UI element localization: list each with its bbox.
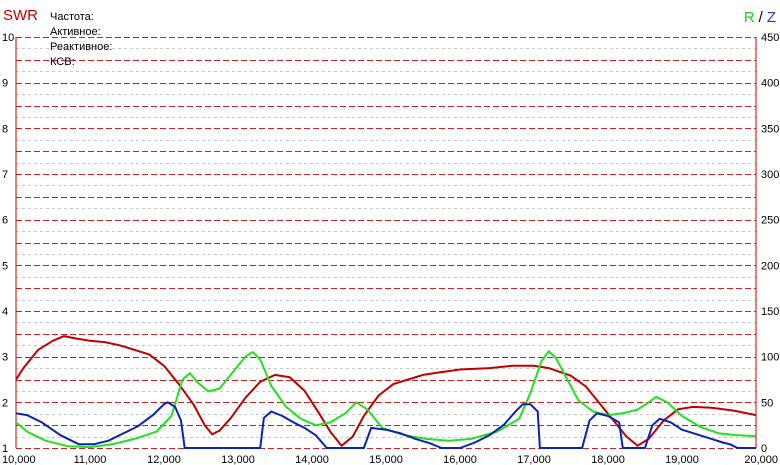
series-line-z bbox=[15, 401, 756, 449]
x-tick-label: 10,000 bbox=[2, 454, 36, 465]
left-tick-label: 10 bbox=[2, 32, 14, 44]
x-tick-label: 18,000 bbox=[591, 454, 625, 465]
left-tick-label: 4 bbox=[2, 306, 8, 318]
x-tick-labels: 10,000 11,000 12,000 13,000 14,000 15,000 16,0… bbox=[2, 454, 778, 465]
x-tick-label: 20,000 bbox=[744, 454, 778, 465]
left-tick-label: 3 bbox=[2, 352, 8, 364]
x-tick-label: 19,000 bbox=[665, 454, 699, 465]
right-tick-label: 300 bbox=[761, 169, 779, 181]
right-tick-label: 0 bbox=[761, 443, 767, 455]
left-tick-label: 9 bbox=[2, 78, 8, 90]
x-tick-label: 11,000 bbox=[74, 454, 107, 465]
right-tick-label: 100 bbox=[761, 352, 779, 364]
r-z-axis-title: R / Z bbox=[744, 9, 776, 26]
x-tick-label: 17,000 bbox=[517, 454, 551, 465]
left-tick-label: 6 bbox=[2, 215, 8, 227]
right-tick-label: 150 bbox=[761, 306, 779, 318]
left-tick-label: 1 bbox=[2, 443, 8, 455]
right-tick-label: 250 bbox=[761, 215, 779, 227]
left-tick-label: 2 bbox=[2, 397, 8, 409]
readout-panel: Частота: Активное: Реактивное: КСВ: bbox=[50, 11, 112, 68]
z-label: Z bbox=[767, 9, 776, 26]
x-tick-label: 15,000 bbox=[369, 454, 403, 465]
left-tick-labels: 10 9 8 7 6 5 4 3 2 1 bbox=[2, 32, 14, 455]
readout-frequency: Частота: bbox=[50, 11, 94, 23]
x-tick-label: 12,000 bbox=[147, 454, 181, 465]
right-tick-label: 400 bbox=[761, 78, 779, 90]
x-tick-label: 13,000 bbox=[221, 454, 255, 465]
left-tick-label: 8 bbox=[2, 123, 8, 135]
series-line-swr bbox=[15, 335, 757, 447]
right-tick-label: 450 bbox=[761, 32, 779, 44]
left-tick-label: 5 bbox=[2, 260, 8, 272]
x-tick-label: 14,000 bbox=[295, 454, 329, 465]
swr-axis-title: SWR bbox=[3, 7, 38, 24]
right-tick-labels: 450 400 350 300 250 200 150 100 50 0 bbox=[761, 32, 779, 455]
left-tick-label: 7 bbox=[2, 169, 8, 181]
r-label: R bbox=[744, 9, 755, 26]
readout-swr: КСВ: bbox=[50, 56, 75, 68]
series-lines bbox=[15, 335, 757, 449]
right-tick-label: 350 bbox=[761, 123, 779, 135]
right-tick-label: 50 bbox=[761, 397, 773, 409]
series-line-r bbox=[15, 350, 757, 449]
readout-reactive: Реактивное: bbox=[50, 41, 112, 53]
slash-label: / bbox=[759, 9, 764, 26]
x-tick-label: 16,000 bbox=[443, 454, 477, 465]
readout-active: Активное: bbox=[50, 26, 101, 38]
right-tick-label: 200 bbox=[761, 260, 779, 272]
grid bbox=[16, 37, 756, 449]
